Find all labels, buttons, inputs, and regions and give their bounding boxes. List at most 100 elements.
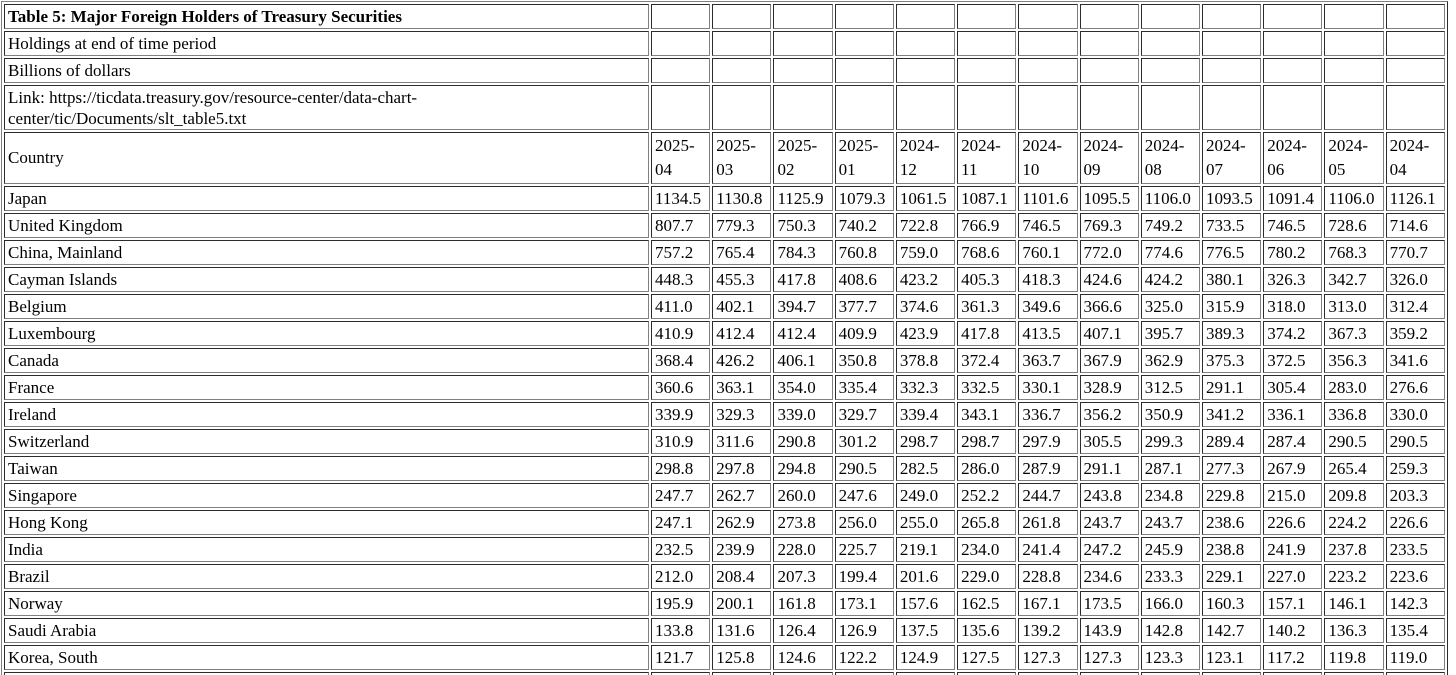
value-cell: 121.7 — [651, 645, 711, 670]
value-cell: 208.4 — [712, 564, 772, 589]
empty-cell — [834, 672, 894, 675]
value-cell: 133.8 — [651, 618, 711, 643]
column-header-period: 2024- 11 — [957, 132, 1017, 184]
value-cell: 784.3 — [773, 240, 833, 265]
value-cell: 780.2 — [1263, 240, 1323, 265]
value-cell: 265.8 — [957, 510, 1017, 535]
value-cell: 137.5 — [895, 618, 956, 643]
empty-cell — [1079, 58, 1139, 83]
value-cell: 286.0 — [957, 456, 1017, 481]
value-cell: 287.1 — [1140, 456, 1200, 481]
empty-cell — [1385, 85, 1445, 130]
empty-cell — [1201, 672, 1262, 675]
value-cell: 1106.0 — [1140, 186, 1200, 211]
units-subtitle-row: Billions of dollars — [4, 58, 1445, 83]
value-cell: 262.9 — [712, 510, 772, 535]
empty-cell — [1385, 672, 1445, 675]
empty-cell — [1263, 31, 1323, 56]
value-cell: 234.8 — [1140, 483, 1200, 508]
value-cell: 259.3 — [1385, 456, 1445, 481]
empty-cell — [957, 85, 1017, 130]
value-cell: 1101.6 — [1018, 186, 1078, 211]
value-cell: 1095.5 — [1079, 186, 1139, 211]
country-cell: Japan — [4, 186, 649, 211]
value-cell: 1130.8 — [712, 186, 772, 211]
value-cell: 328.9 — [1079, 375, 1139, 400]
value-cell: 127.3 — [1079, 645, 1139, 670]
value-cell: 131.6 — [712, 618, 772, 643]
value-cell: 229.1 — [1201, 564, 1262, 589]
value-cell: 413.5 — [1018, 321, 1078, 346]
value-cell: 123.1 — [1201, 645, 1262, 670]
value-cell: 117.2 — [1263, 645, 1323, 670]
value-cell: 289.4 — [1201, 429, 1262, 454]
value-cell: 407.1 — [1079, 321, 1139, 346]
value-cell: 728.6 — [1324, 213, 1384, 238]
value-cell: 339.9 — [651, 402, 711, 427]
value-cell: 410.9 — [651, 321, 711, 346]
value-cell: 366.6 — [1079, 294, 1139, 319]
empty-cell — [773, 58, 833, 83]
value-cell: 405.3 — [957, 267, 1017, 292]
empty-cell — [1018, 4, 1078, 29]
value-cell: 412.4 — [712, 321, 772, 346]
value-cell: 311.6 — [712, 429, 772, 454]
value-cell: 332.3 — [895, 375, 956, 400]
value-cell: 283.0 — [1324, 375, 1384, 400]
title-row: Table 5: Major Foreign Holders of Treasu… — [4, 4, 1445, 29]
value-cell: 1134.5 — [651, 186, 711, 211]
units-subtitle: Billions of dollars — [4, 58, 649, 83]
value-cell: 733.5 — [1201, 213, 1262, 238]
column-header-period: 2024- 04 — [1385, 132, 1445, 184]
country-cell: Brazil — [4, 564, 649, 589]
value-cell: 424.6 — [1079, 267, 1139, 292]
value-cell: 350.9 — [1140, 402, 1200, 427]
value-cell: 142.8 — [1140, 618, 1200, 643]
value-cell: 162.5 — [957, 591, 1017, 616]
empty-cell — [1018, 31, 1078, 56]
value-cell: 243.7 — [1079, 510, 1139, 535]
country-cell: Norway — [4, 591, 649, 616]
value-cell: 722.8 — [895, 213, 956, 238]
value-cell: 455.3 — [712, 267, 772, 292]
empty-cell — [1201, 4, 1262, 29]
value-cell: 229.8 — [1201, 483, 1262, 508]
empty-cell — [651, 58, 711, 83]
value-cell: 290.5 — [1324, 429, 1384, 454]
value-cell: 757.2 — [651, 240, 711, 265]
value-cell: 157.6 — [895, 591, 956, 616]
column-header-period: 2024- 09 — [1079, 132, 1139, 184]
value-cell: 122.2 — [834, 645, 894, 670]
empty-cell — [712, 58, 772, 83]
value-cell: 375.3 — [1201, 348, 1262, 373]
value-cell: 760.1 — [1018, 240, 1078, 265]
value-cell: 161.8 — [773, 591, 833, 616]
value-cell: 229.0 — [957, 564, 1017, 589]
table-row: Brazil 212.0 208.4 207.3 199.4 201.6 229.0 228.… — [4, 564, 1445, 589]
value-cell: 126.4 — [773, 618, 833, 643]
value-cell: 377.7 — [834, 294, 894, 319]
value-cell: 341.6 — [1385, 348, 1445, 373]
table-row: China, Mainland 757.2 765.4 784.3 760.8 759.0… — [4, 240, 1445, 265]
empty-cell — [773, 85, 833, 130]
empty-cell — [895, 672, 956, 675]
value-cell: 336.8 — [1324, 402, 1384, 427]
value-cell: 291.1 — [1079, 456, 1139, 481]
value-cell: 305.5 — [1079, 429, 1139, 454]
value-cell: 312.4 — [1385, 294, 1445, 319]
value-cell: 225.7 — [834, 537, 894, 562]
value-cell: 378.8 — [895, 348, 956, 373]
value-cell: 746.5 — [1263, 213, 1323, 238]
empty-cell — [1263, 4, 1323, 29]
empty-cell — [1140, 31, 1200, 56]
value-cell: 124.9 — [895, 645, 956, 670]
column-header-period: 2025- 03 — [712, 132, 772, 184]
value-cell: 298.7 — [957, 429, 1017, 454]
empty-cell — [834, 85, 894, 130]
value-cell: 298.8 — [651, 456, 711, 481]
column-header-country: Country — [4, 132, 649, 184]
table-row: Switzerland 310.9 311.6 290.8 301.2 298.7 298.… — [4, 429, 1445, 454]
value-cell: 143.9 — [1079, 618, 1139, 643]
value-cell: 315.9 — [1201, 294, 1262, 319]
empty-cell — [957, 4, 1017, 29]
